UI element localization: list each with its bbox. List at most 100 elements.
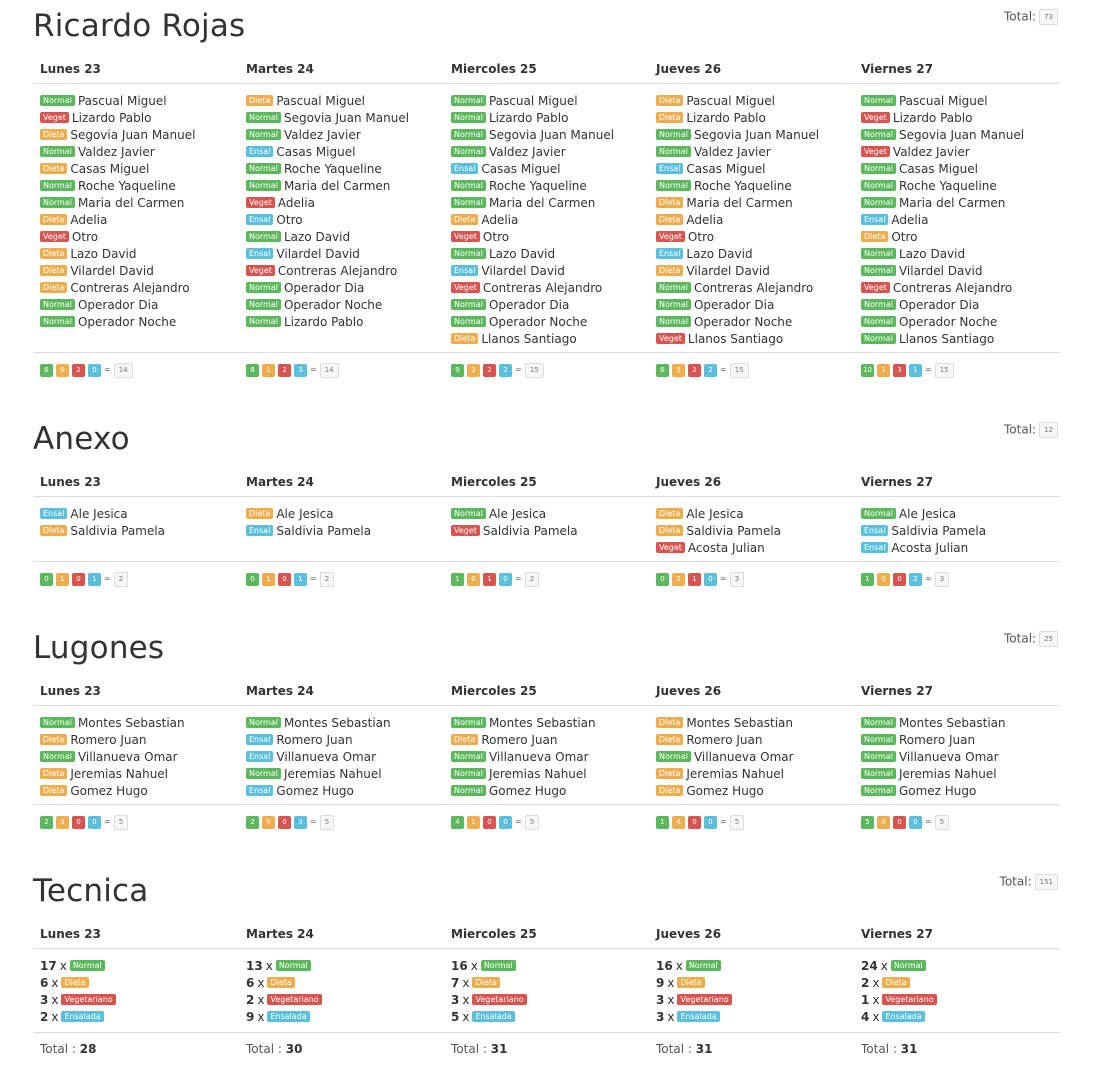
person-name: Gomez Hugo: [488, 784, 567, 798]
day-summary: 6 6 2 0 = 14: [40, 363, 133, 378]
day-total: Total : 31: [451, 1042, 507, 1056]
list-item: Normal Segovia Juan Manuel: [451, 127, 651, 144]
day-summary: 10 1 3 1 = 15: [861, 363, 954, 378]
person-name: Segovia Juan Manuel: [898, 128, 1025, 142]
day-column: Ensal Ale Jesica Dieta Saldivia Pamela: [40, 506, 240, 540]
count-value: 2: [246, 993, 255, 1007]
person-name: Ale Jesica: [276, 507, 334, 521]
person-name: Gomez Hugo: [276, 784, 354, 798]
list-item: Normal Valdez Javier: [40, 144, 240, 161]
day-header: Jueves 26: [656, 684, 722, 698]
person-name: Gomez Hugo: [898, 784, 977, 798]
person-name: Casas Miguel: [70, 162, 150, 176]
day-header: Lunes 23: [40, 684, 101, 698]
count-badge-normal: 2: [246, 816, 259, 829]
section-lugones: Lugones Total: 25 Lunes 23 Martes 24 Miercole…: [33, 630, 1060, 841]
diet-badge: Normal: [451, 95, 486, 106]
person-name: Operador Noche: [488, 315, 588, 329]
count-badge-veget: 0: [278, 816, 291, 829]
day-total: Total : 30: [246, 1042, 302, 1056]
diet-badge: Dieta: [451, 214, 479, 225]
person-name: Ale Jesica: [898, 507, 957, 521]
times-sign: x: [51, 1010, 59, 1024]
person-name: Saldivia Pamela: [70, 524, 166, 538]
person-name: Montes Sebastian: [77, 716, 185, 730]
diet-badge: Ensal: [246, 214, 274, 225]
diet-badge: Veget: [246, 265, 275, 276]
tech-count-row: 3 x Vegetariano: [656, 992, 856, 1009]
day-column: Normal Montes Sebastian Dieta Romero Juan No…: [40, 715, 240, 800]
diet-badge: Dieta: [882, 977, 910, 988]
count-badge-normal: 1: [861, 573, 874, 586]
list-item: Normal Valdez Javier: [656, 144, 856, 161]
count-badge-normal: 9: [451, 364, 464, 377]
person-name: Otro: [891, 230, 918, 244]
diet-badge: Normal: [246, 282, 281, 293]
list-item: Normal Maria del Carmen: [451, 195, 651, 212]
list-item: Normal Contreras Alejandro: [656, 280, 856, 297]
tech-count-row: 17 x Normal: [40, 958, 240, 975]
count-badge-ensal: 1: [294, 573, 307, 586]
day-column: 24 x Normal 2 x Dieta 1 x Vegetariano 4 x Ensalada: [861, 958, 1061, 1026]
diet-badge: Dieta: [40, 525, 68, 536]
list-item: Veget Contreras Alejandro: [861, 280, 1061, 297]
list-item: Dieta Lazo David: [40, 246, 240, 263]
person-name: Pascual Miguel: [77, 94, 167, 108]
diet-badge: Normal: [861, 508, 896, 519]
count-value: 17: [40, 959, 57, 973]
diet-badge: Normal: [861, 751, 896, 762]
person-name: Vilardel David: [276, 247, 360, 261]
person-name: Segovia Juan Manuel: [70, 128, 196, 142]
list-item: Normal Lazo David: [861, 246, 1061, 263]
count-badge-normal: 0: [656, 573, 669, 586]
diet-badge: Normal: [861, 248, 896, 259]
list-item: Veget Adelia: [246, 195, 446, 212]
diet-badge: Veget: [861, 282, 890, 293]
diet-badge: Normal: [451, 180, 486, 191]
person-name: Llanos Santiago: [898, 332, 995, 346]
diet-badge: Normal: [451, 717, 486, 728]
list-item: Dieta Saldivia Pamela: [40, 523, 240, 540]
section-total: Total: 151: [1000, 874, 1058, 890]
person-name: Valdez Javier: [77, 145, 155, 159]
count-badge-dieta: 2: [467, 364, 480, 377]
list-item: Normal Gomez Hugo: [451, 783, 651, 800]
section-ricardo-rojas: Ricardo Rojas Total: 73 Lunes 23 Martes 24 Mi…: [33, 8, 1060, 389]
list-item: Normal Roche Yaqueline: [246, 161, 446, 178]
person-name: Valdez Javier: [488, 145, 566, 159]
diet-badge: Normal: [480, 960, 516, 971]
diet-badge: Dieta: [40, 129, 68, 140]
list-item: Dieta Contreras Alejandro: [40, 280, 240, 297]
person-name: Lizardo Pablo: [283, 315, 364, 329]
count-badge-veget: 2: [278, 364, 291, 377]
list-item: Dieta Pascual Miguel: [246, 93, 446, 110]
tech-count-row: 3 x Vegetariano: [451, 992, 651, 1009]
diet-badge: Ensal: [246, 785, 274, 796]
list-item: Normal Lizardo Pablo: [451, 110, 651, 127]
tech-count-row: 24 x Normal: [861, 958, 1061, 975]
count-value: 7: [451, 976, 460, 990]
person-name: Villanueva Omar: [898, 750, 999, 764]
equals-sign: =: [925, 574, 932, 583]
person-name: Adelia: [891, 213, 929, 227]
day-header: Jueves 26: [656, 927, 722, 941]
count-badge-normal: 4: [451, 816, 464, 829]
diet-badge: Veget: [40, 112, 69, 123]
day-column: Normal Ale Jesica Ensal Saldivia Pamela Ensa…: [861, 506, 1061, 557]
count-badge-dieta: 0: [467, 573, 480, 586]
equals-sign: =: [515, 817, 522, 826]
count-badge-veget: 0: [278, 573, 291, 586]
list-item: Ensal Lazo David: [656, 246, 856, 263]
count-total-badge: 15: [729, 363, 749, 378]
diet-badge: Normal: [451, 112, 486, 123]
times-sign: x: [462, 1010, 470, 1024]
diet-badge: Normal: [275, 960, 311, 971]
count-total-badge: 2: [319, 572, 335, 587]
total-prefix: Total :: [656, 1042, 692, 1056]
person-name: Pascual Miguel: [686, 94, 775, 108]
count-value: 3: [451, 993, 460, 1007]
times-sign: x: [872, 976, 880, 990]
person-name: Lizardo Pablo: [71, 111, 152, 125]
person-name: Segovia Juan Manuel: [283, 111, 410, 125]
list-item: Normal Valdez Javier: [246, 127, 446, 144]
